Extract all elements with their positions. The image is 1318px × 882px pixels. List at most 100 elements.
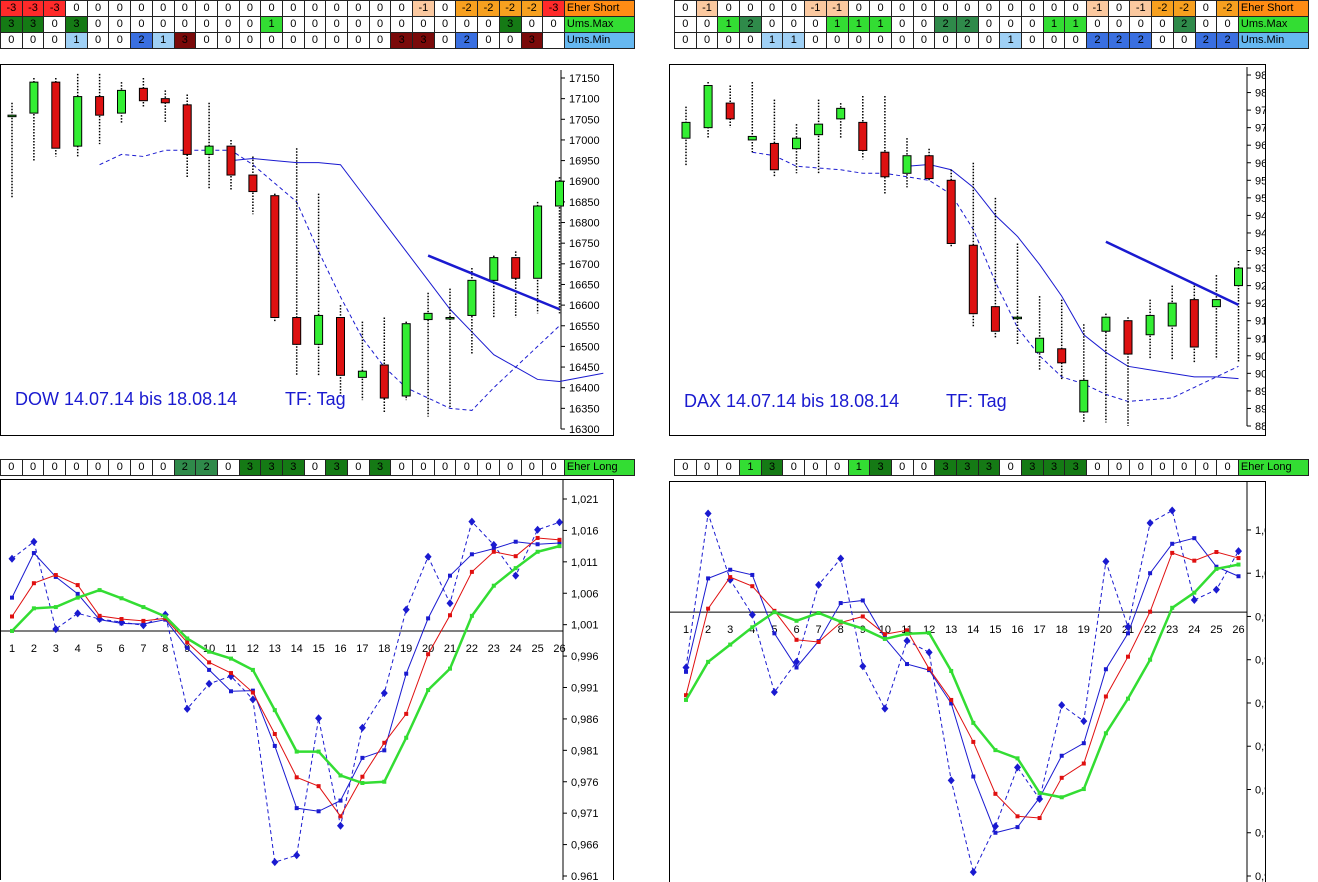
candle-body <box>880 151 890 178</box>
y-tick-label: 16600 <box>569 300 600 312</box>
series-point <box>141 618 146 623</box>
series-point <box>1170 541 1175 546</box>
y-tick-label: 9530 <box>1255 193 1265 205</box>
signal-cell: 2 <box>1086 32 1109 49</box>
y-tick-label: 16400 <box>569 383 600 395</box>
signal-cell: 2 <box>1107 32 1131 49</box>
y-tick-label: 9180 <box>1255 316 1265 328</box>
right-ratio-panel: 0,939 0,949 0,959 0,969 0,979 0,989 0,999 1,009… <box>669 481 1266 882</box>
x-tick-label: 2 <box>31 643 37 655</box>
y-tick-label: 9830 <box>1255 88 1265 100</box>
signal-cell: 0 <box>695 459 719 476</box>
signal-cell: 2 <box>455 32 479 49</box>
series-point <box>229 689 233 694</box>
y-tick-label: 0,981 <box>571 745 599 757</box>
y-tick-label: 9230 <box>1255 298 1265 310</box>
series-point <box>119 621 124 626</box>
series-point <box>837 554 845 563</box>
series-point <box>1080 717 1088 726</box>
signal-cell: 0 <box>695 16 719 33</box>
signal-row-label: Ums.Max <box>563 16 635 33</box>
series-point <box>794 618 799 623</box>
series-point <box>1236 556 1241 561</box>
series-point <box>1235 547 1242 556</box>
x-tick-label: 12 <box>247 643 259 655</box>
signal-cell: -3 <box>21 0 45 17</box>
series-point <box>993 791 998 796</box>
signal-cell: 0 <box>1042 32 1066 49</box>
signal-cell: 0 <box>520 16 544 33</box>
series-point <box>815 580 823 589</box>
signal-cell: 0 <box>173 0 197 17</box>
right-signal-grid-bottom: 0 0 0 1 3 0 0 0 1 3 0 0 3 3 3 0 3 3 3 0 0 0 0 0 0 0 Eher Long <box>674 459 1309 476</box>
x-tick-label: 4 <box>749 624 755 636</box>
series-point <box>31 606 36 611</box>
y-tick-label: 1,011 <box>571 557 598 569</box>
signal-cell: 0 <box>347 459 370 476</box>
signal-cell: 0 <box>347 16 370 33</box>
signal-cell: 3 <box>21 16 45 33</box>
candle-body <box>814 123 824 136</box>
series-point <box>1212 585 1220 594</box>
signal-cell: 0 <box>368 16 392 33</box>
series-point <box>684 669 688 674</box>
x-tick-label: 18 <box>378 643 390 655</box>
y-tick-label: 16700 <box>569 259 600 271</box>
left-signal-grid-top: -3 -3 -3 0 0 0 0 0 0 0 0 0 0 0 0 0 0 0 0 -1 0 -2 -2 -2 -2 -3 Eher … <box>0 0 635 49</box>
y-tick-label: 16300 <box>569 424 600 435</box>
signal-cell: 0 <box>955 32 979 49</box>
candle-body <box>769 142 779 171</box>
moving-average-solid <box>906 164 1239 380</box>
signal-cell: 3 <box>281 459 305 476</box>
signal-cell: 0 <box>151 0 175 17</box>
moving-average-dashed <box>99 149 560 411</box>
x-tick-label: 25 <box>1210 624 1222 636</box>
signal-cell: 0 <box>65 459 88 476</box>
series-point <box>706 659 711 664</box>
signal-cell: 1 <box>151 32 175 49</box>
left-candlestick-panel: 16300 16350 16400 16450 16500 16550 16600 16650… <box>0 64 614 436</box>
series-point <box>272 731 277 736</box>
series-point <box>75 595 80 600</box>
signal-cell: 0 <box>674 459 697 476</box>
x-tick-label: 3 <box>727 624 733 636</box>
series-point <box>360 781 365 786</box>
left-ratio-chart: 0,961 0,966 0,971 0,976 0,981 0,986 0,991 0,996… <box>1 480 599 880</box>
candle-body <box>270 195 280 319</box>
candle-body <box>401 323 411 397</box>
signal-cell: 3 <box>869 459 892 476</box>
series-point <box>1236 574 1241 579</box>
y-tick-label: 1,021 <box>571 494 599 506</box>
candle-body <box>182 104 192 155</box>
y-tick-label: 9780 <box>1255 105 1265 117</box>
signal-cell: 0 <box>999 459 1022 476</box>
series-point <box>446 599 454 608</box>
series-point <box>315 714 323 723</box>
y-tick-label: 1,016 <box>571 525 599 537</box>
series-point <box>250 667 255 672</box>
chart-title: DAX 14.07.14 bis 18.08.14 <box>684 391 899 411</box>
series-point <box>404 711 409 716</box>
y-tick-label: 0,961 <box>571 871 599 880</box>
signal-cell: 2 <box>955 16 979 33</box>
signal-cell: 0 <box>717 459 741 476</box>
x-tick-label: 6 <box>118 643 124 655</box>
series-point <box>682 663 690 672</box>
y-tick-label: 9880 <box>1255 70 1265 82</box>
signal-cell: 3 <box>325 459 348 476</box>
signal-cell: 0 <box>281 32 305 49</box>
signal-cell: 0 <box>520 459 544 476</box>
y-tick-label: 16900 <box>569 176 600 188</box>
signal-cell: 0 <box>151 459 175 476</box>
series-point <box>1037 795 1042 800</box>
candle-body <box>29 81 39 114</box>
x-tick-label: 23 <box>1166 624 1178 636</box>
signal-cell: 0 <box>955 0 979 17</box>
series-point <box>316 809 321 814</box>
x-tick-label: 20 <box>1100 624 1112 636</box>
series-point <box>205 679 213 688</box>
signal-cell: 0 <box>542 16 565 33</box>
left-signal-grid-bottom: 0 0 0 0 0 0 0 0 2 2 0 3 3 3 0 3 0 3 0 0 0 0 0 0 0 0 Eher Long <box>0 459 635 476</box>
y-tick-label: 16650 <box>569 279 600 291</box>
series-point <box>316 784 321 789</box>
